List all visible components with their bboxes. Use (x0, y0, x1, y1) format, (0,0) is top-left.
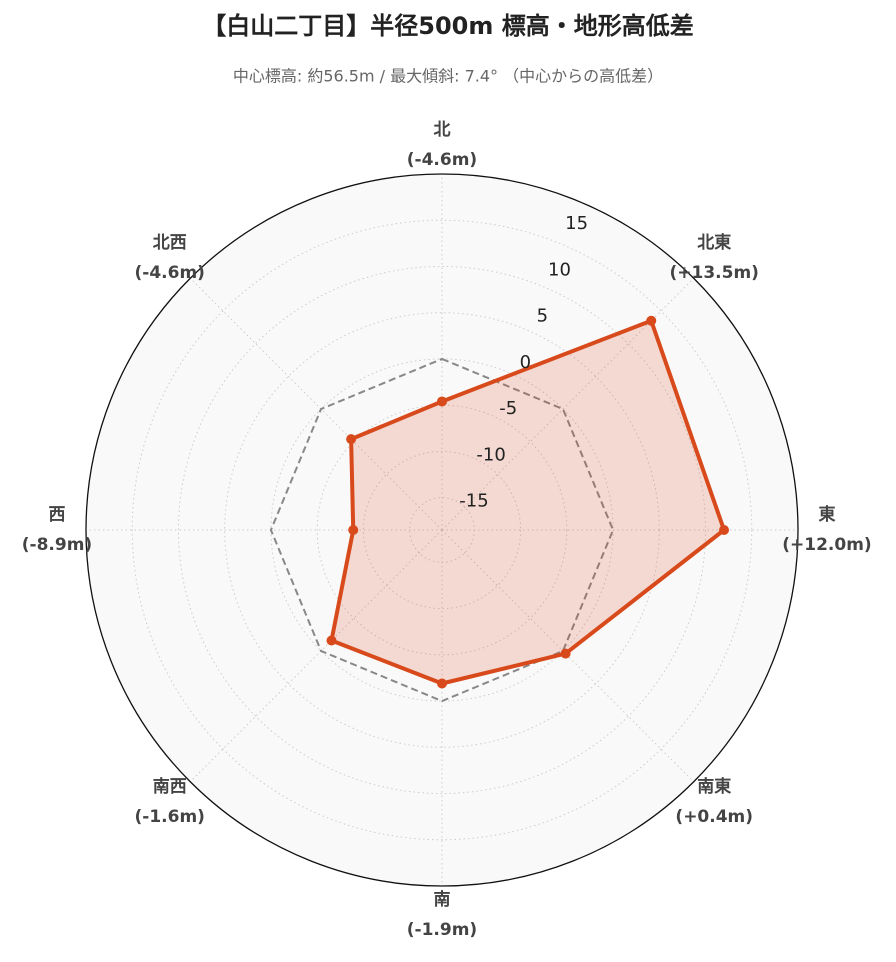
category-label: 南 (434, 889, 451, 910)
data-point (719, 525, 730, 535)
r-tick-label: -5 (499, 398, 517, 419)
category-value-label: (+13.5m) (670, 263, 759, 283)
plot-border (85, 173, 799, 887)
r-tick-label: -10 (476, 444, 505, 465)
category-value-label: (-1.9m) (407, 920, 477, 940)
category-label: 東 (819, 504, 836, 525)
grid-spoke (189, 277, 443, 531)
category-label: 南西 (153, 776, 187, 797)
grid-circle (362, 450, 522, 610)
data-point (348, 525, 359, 535)
r-tick-label: 5 (537, 306, 548, 327)
grid-circle (177, 265, 707, 795)
grid-spoke (189, 529, 443, 783)
category-value-label: (+0.4m) (675, 807, 753, 827)
category-label: 南東 (697, 776, 731, 797)
grid-spoke (441, 529, 695, 783)
category-value-label: (-4.6m) (135, 263, 205, 283)
category-value-label: (-1.6m) (135, 807, 205, 827)
category-value-label: (-4.6m) (407, 150, 477, 170)
reference-line (269, 357, 615, 703)
category-label: 北東 (697, 232, 731, 253)
grid-circle (131, 219, 753, 841)
category-value-label: (+12.0m) (782, 535, 871, 555)
category-label: 北西 (153, 233, 187, 253)
r-tick-label: -15 (459, 491, 488, 512)
data-point (437, 678, 447, 689)
category-label: 北 (434, 120, 451, 140)
data-point (346, 434, 357, 445)
grid-circle (316, 404, 568, 656)
data-point (560, 648, 571, 659)
r-tick-label: 15 (565, 213, 588, 234)
chart-title: 【白山二丁目】半径500m 標高・地形高低差 (202, 12, 693, 40)
data-point (437, 396, 447, 407)
data-point (326, 635, 337, 646)
r-tick-label: 0 (520, 352, 531, 373)
grid-spoke (441, 277, 695, 531)
chart-subtitle: 中心標高: 約56.5m / 最大傾斜: 7.4° （中心からの高低差） (233, 67, 663, 86)
category-label: 西 (49, 505, 66, 525)
category-value-label: (-8.9m) (22, 535, 92, 555)
data-point (646, 315, 657, 326)
r-tick-label: 10 (548, 259, 571, 280)
